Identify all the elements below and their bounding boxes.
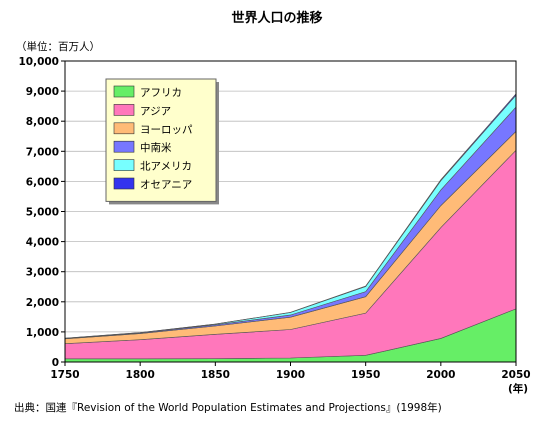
x-tick-label: 1750	[50, 369, 79, 381]
y-tick-label: 5,000	[26, 207, 59, 219]
y-tick-label: 2,000	[26, 297, 59, 309]
y-tick-label: 7,000	[26, 146, 59, 158]
y-tick-label: 8,000	[26, 116, 59, 128]
legend-label: アフリカ	[140, 87, 182, 99]
x-tick-label: 1900	[276, 369, 305, 381]
x-tick-label: 1800	[126, 369, 155, 381]
legend-label: ヨーロッパ	[140, 124, 193, 136]
legend-swatch	[113, 177, 135, 190]
source-note: 出典：国連『Revision of the World Population E…	[14, 401, 442, 414]
legend-swatch	[113, 159, 135, 171]
y-tick-label: 0	[52, 357, 59, 369]
chart-title: 世界人口の推移	[231, 10, 322, 26]
legend-swatch	[113, 140, 135, 153]
legend-label: 中南米	[140, 141, 172, 154]
y-tick-label: 3,000	[26, 267, 59, 279]
unit-label: （単位：百万人）	[16, 40, 100, 53]
axes	[61, 60, 517, 366]
y-tick-label: 4,000	[26, 237, 59, 249]
y-tick-label: 9,000	[26, 86, 59, 98]
x-tick-label: 1950	[351, 369, 380, 381]
legend-label: 北アメリカ	[140, 161, 192, 173]
y-tick-label: 6,000	[26, 176, 59, 188]
legend-swatch	[113, 104, 135, 116]
y-tick-label: 1,000	[26, 327, 59, 339]
legend-label: アジア	[140, 105, 171, 117]
x-tick-label: 1850	[201, 369, 230, 381]
x-tick-label: 2050	[501, 369, 530, 381]
y-tick-label: 10,000	[18, 56, 59, 68]
x-axis-unit: (年)	[508, 382, 528, 395]
x-tick-label: 2000	[426, 369, 455, 381]
y-tick-labels: 0 1,000 2,000 3,000 4,000 5,000 6,000 7,000 8,00…	[18, 56, 59, 369]
legend-label: オセアニア	[140, 179, 192, 191]
legend-swatch	[113, 122, 135, 135]
x-tick-labels: 1750 1800 1850 1900 1950 2000 2050	[50, 369, 530, 381]
legend-swatch	[113, 85, 135, 98]
